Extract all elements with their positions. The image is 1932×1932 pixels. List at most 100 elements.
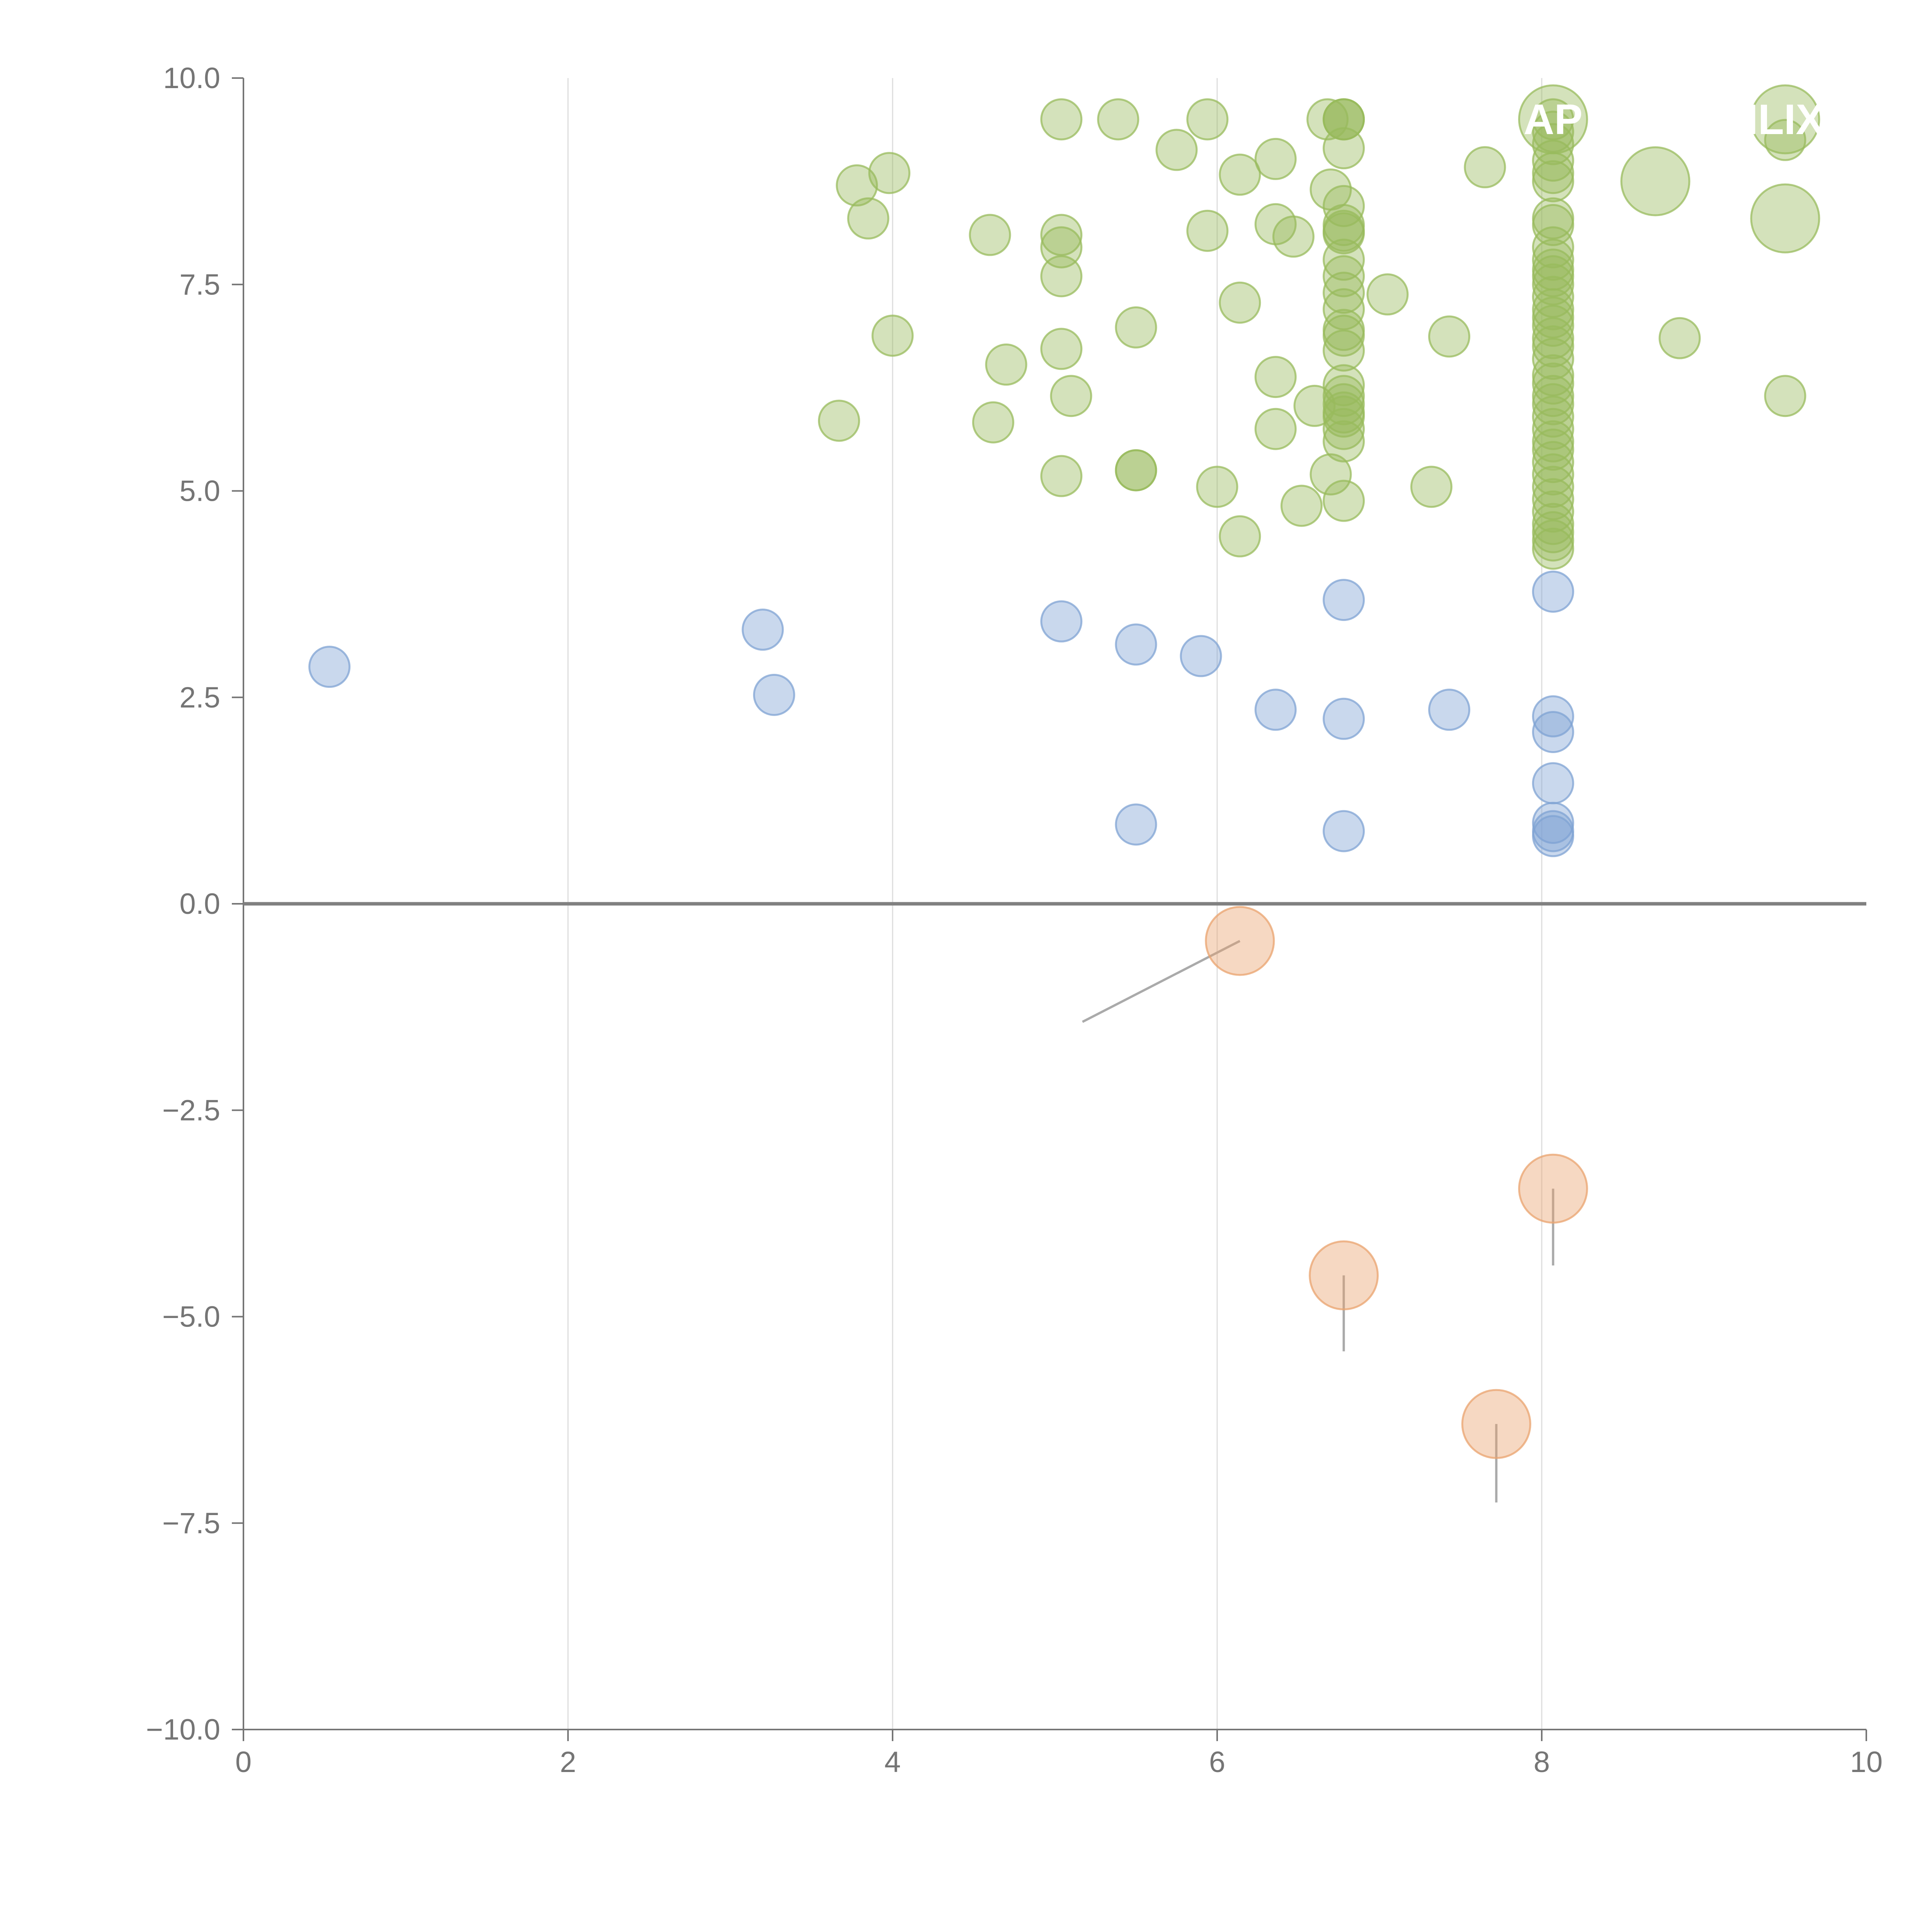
data-point (1532, 695, 1574, 738)
data-point (1254, 689, 1297, 731)
data-point (1115, 306, 1157, 349)
data-point (1323, 480, 1365, 522)
bubble-label: ILIX (1746, 96, 1824, 143)
data-point (1323, 697, 1365, 740)
data-point (1097, 98, 1139, 141)
data-point (1532, 325, 1574, 368)
data-point (1323, 395, 1365, 438)
data-point (1155, 129, 1198, 171)
data-point (972, 401, 1014, 444)
y-tick-label: 5.0 (179, 475, 220, 508)
data-point (1532, 263, 1574, 306)
x-tick-label: 0 (235, 1746, 252, 1779)
data-point (1323, 255, 1365, 298)
data-point (1280, 485, 1323, 527)
data-point (836, 164, 878, 207)
data-point (1532, 238, 1574, 281)
data-point (1040, 214, 1083, 256)
x-tick-label: 2 (560, 1746, 576, 1779)
y-tick-label: 0.0 (179, 888, 220, 920)
data-point (1323, 408, 1365, 450)
data-point (1254, 356, 1297, 398)
data-point (847, 197, 889, 240)
data-point (1323, 420, 1365, 463)
data-point (1323, 272, 1365, 314)
data-point (1196, 466, 1238, 508)
data-point (1323, 238, 1365, 281)
y-tick-label: 2.5 (179, 681, 220, 714)
y-tick-label: 10.0 (163, 62, 220, 95)
data-point (1518, 1153, 1588, 1224)
data-point (1620, 146, 1690, 216)
x-tick-label: 8 (1534, 1746, 1550, 1779)
data-point (1532, 429, 1574, 471)
data-point (1461, 1389, 1531, 1459)
data-point (1272, 215, 1315, 258)
data-point (1040, 455, 1083, 497)
data-point (1532, 466, 1574, 508)
data-point (742, 609, 784, 651)
data-point (1532, 383, 1574, 425)
x-tick-label: 4 (884, 1746, 901, 1779)
data-point (1115, 803, 1157, 846)
data-point (1532, 226, 1574, 269)
data-point (1040, 226, 1083, 269)
data-point (1532, 123, 1574, 165)
data-point (1532, 204, 1574, 246)
data-point (1532, 160, 1574, 202)
data-point (1040, 255, 1083, 298)
data-point (1532, 441, 1574, 483)
data-point (308, 646, 351, 688)
data-point (871, 315, 914, 357)
data-point (1764, 375, 1806, 417)
data-point (1428, 689, 1471, 731)
data-point (1186, 209, 1229, 252)
y-tick-label: −7.5 (162, 1507, 220, 1540)
data-point (1410, 466, 1452, 508)
data-point (1323, 329, 1365, 372)
data-point (1366, 273, 1409, 316)
data-point (1750, 84, 1820, 155)
data-point (753, 673, 795, 716)
data-point (1750, 183, 1820, 253)
data-point (1310, 453, 1352, 496)
data-point (1532, 111, 1574, 153)
data-point (985, 344, 1027, 386)
data-point (1428, 315, 1471, 358)
data-point (1323, 127, 1365, 170)
data-point (1532, 527, 1574, 570)
data-point (1040, 98, 1083, 141)
data-point (868, 152, 911, 194)
data-point (1532, 478, 1574, 520)
data-point (1532, 453, 1574, 496)
bubble-label: AP (1524, 96, 1583, 143)
y-tick-label: −5.0 (162, 1301, 220, 1333)
data-point (1254, 408, 1297, 450)
leader-line (1082, 940, 1241, 1023)
data-point (1518, 84, 1588, 155)
data-point (1115, 623, 1157, 666)
data-point (1532, 338, 1574, 380)
data-point (1186, 98, 1229, 141)
data-point (1323, 98, 1365, 141)
data-point (1532, 711, 1574, 753)
data-point (1532, 395, 1574, 438)
data-point (1309, 1240, 1379, 1311)
data-point (1040, 328, 1083, 370)
data-point (1532, 815, 1574, 857)
data-point (818, 400, 860, 442)
data-point (1180, 635, 1222, 677)
data-point (1205, 906, 1275, 976)
data-point (1764, 119, 1806, 161)
data-point (1219, 515, 1261, 558)
data-point (969, 214, 1011, 256)
x-tick-label: 10 (1850, 1746, 1883, 1779)
data-point (1219, 281, 1261, 324)
data-point (1532, 570, 1574, 613)
data-point (1323, 810, 1365, 852)
data-point (1532, 762, 1574, 804)
data-point (1532, 98, 1574, 141)
data-point (1323, 579, 1365, 621)
